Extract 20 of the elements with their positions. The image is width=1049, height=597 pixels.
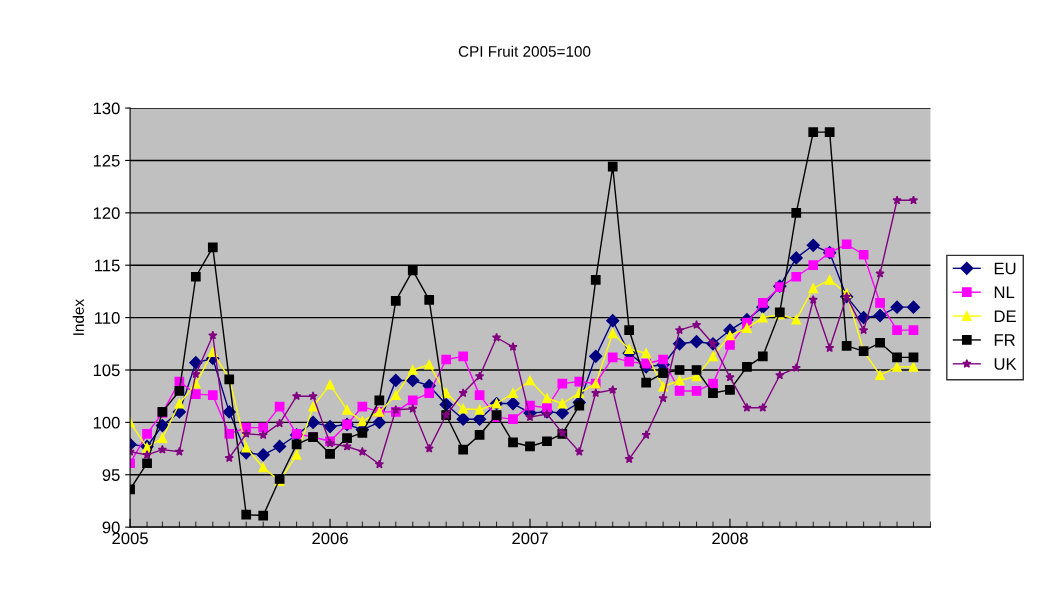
legend-label: EU [994, 262, 1016, 275]
x-tick-label: 2007 [512, 532, 548, 545]
y-tick-label: 125 [93, 154, 120, 167]
x-tick-label: 2008 [712, 532, 748, 545]
y-tick-label: 110 [95, 312, 120, 324]
legend-label: NL [994, 286, 1015, 299]
y-tick-label: 130 [93, 102, 120, 115]
x-tick-label: 2005 [112, 532, 148, 545]
legend-label: DE [994, 310, 1016, 322]
legend-label: UK [994, 358, 1017, 370]
legend-label: FR [994, 334, 1015, 346]
y-tick-label: 100 [93, 416, 120, 429]
y-tick-label: 105 [93, 364, 120, 377]
y-tick-label: 90 [102, 521, 120, 534]
y-tick-label: 95 [102, 469, 120, 481]
y-tick-label: 120 [93, 207, 120, 220]
y-tick-label: 115 [95, 259, 120, 272]
x-tick-label: 2006 [312, 532, 348, 545]
chart-title: CPI Fruit 2005=100 [458, 45, 591, 57]
y-axis-title: Index [72, 299, 84, 335]
